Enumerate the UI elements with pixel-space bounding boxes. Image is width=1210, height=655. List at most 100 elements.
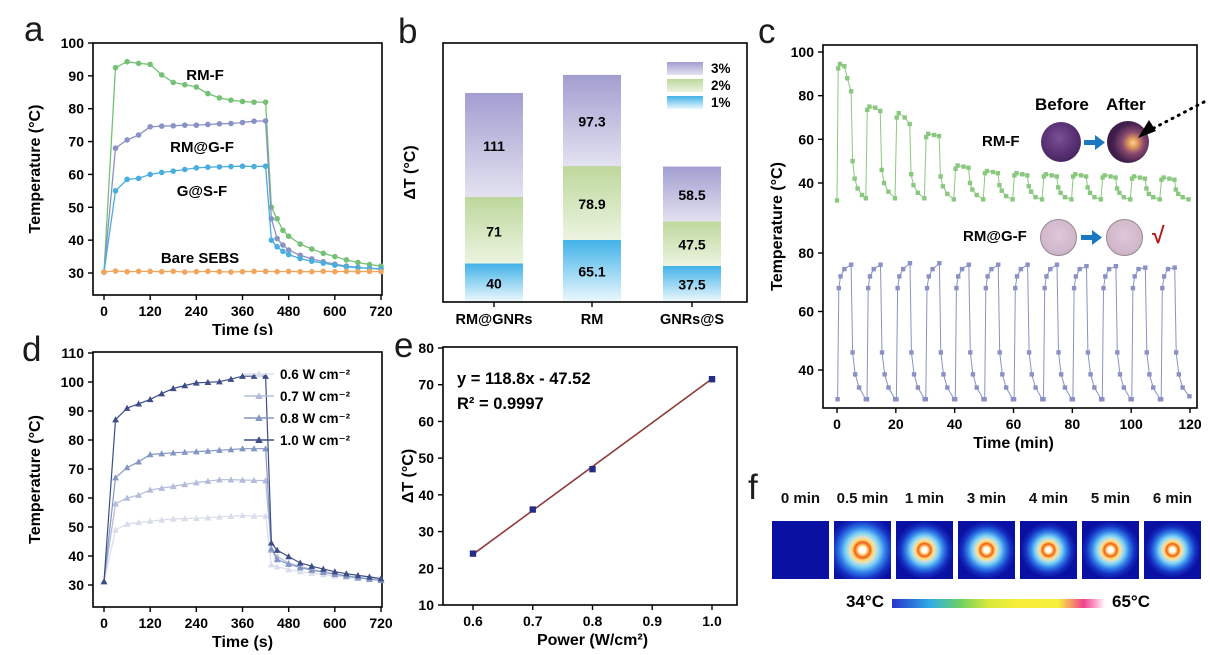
sample-photo-rmgf-after	[1106, 219, 1143, 256]
point-RM-F	[1173, 187, 1179, 192]
point-RM-F	[366, 261, 373, 268]
point-RM@G-F	[835, 397, 840, 402]
point-Bare SEBS	[366, 268, 373, 275]
point-0.8 W cm⁻²	[112, 474, 119, 481]
point-RM@G-F	[251, 118, 257, 124]
svg-text:50: 50	[68, 199, 84, 215]
point-RM-F	[1025, 173, 1030, 178]
svg-text:58.5: 58.5	[678, 187, 705, 203]
point-0.8 W cm⁻²	[216, 446, 223, 453]
legend-swatch	[667, 96, 703, 109]
point-RM-F	[911, 182, 916, 188]
point-RM@G-F	[228, 120, 234, 127]
point-0.7 W cm⁻²	[192, 479, 200, 486]
point-RM-F	[1092, 194, 1097, 200]
point-RM@G-F	[1121, 385, 1127, 390]
arrow-right-icon	[1081, 230, 1102, 245]
bar-segment	[663, 265, 721, 301]
point-RM@G-F	[1151, 385, 1156, 390]
point-RM-F	[984, 168, 990, 174]
svg-text:80: 80	[1065, 416, 1081, 432]
svg-text:RM@GNRs: RM@GNRs	[456, 312, 533, 328]
point-RM@G-F	[985, 274, 990, 279]
point-RM-F	[280, 227, 286, 234]
svg-text:40: 40	[68, 548, 84, 564]
point-0.8 W cm⁻²	[239, 445, 246, 452]
point-1.0 W cm⁻²	[319, 565, 327, 572]
svg-text:40: 40	[68, 232, 84, 248]
point-data	[469, 550, 477, 557]
point-RM-F	[1062, 194, 1068, 200]
point-0.6 W cm⁻²	[227, 512, 235, 519]
point-RM-F	[907, 121, 912, 127]
point-1.0 W cm⁻²	[366, 573, 373, 580]
plot-frame	[442, 346, 738, 606]
panel-letter-f: f	[748, 468, 758, 507]
point-0.8 W cm⁻²	[135, 458, 143, 465]
point-RM@G-F	[1115, 350, 1120, 355]
point-RM@G-F	[1000, 372, 1005, 377]
svg-text:Power (W/cm²): Power (W/cm²)	[537, 632, 648, 649]
point-RM-F	[925, 131, 931, 137]
svg-text:70: 70	[418, 377, 434, 393]
svg-text:0.8 W cm⁻²: 0.8 W cm⁻²	[280, 411, 351, 426]
point-RM-F	[997, 182, 1002, 188]
point-Bare SEBS	[285, 268, 292, 275]
point-Bare SEBS	[124, 268, 130, 275]
point-0.6 W cm⁻²	[169, 515, 177, 522]
point-RM-F	[896, 110, 901, 116]
svg-text:80: 80	[68, 432, 84, 448]
point-Bare SEBS	[343, 268, 350, 275]
point-0.8 W cm⁻²	[285, 560, 293, 567]
point-RM-F	[355, 259, 361, 266]
point-1.0 W cm⁻²	[377, 575, 385, 582]
point-1.0 W cm⁻²	[135, 400, 143, 407]
svg-text:65.1: 65.1	[578, 264, 605, 280]
point-RM-F	[1172, 177, 1177, 182]
svg-text:60: 60	[68, 166, 84, 182]
svg-text:90: 90	[68, 68, 84, 84]
svg-text:80: 80	[418, 340, 434, 356]
point-Bare SEBS	[216, 268, 223, 275]
svg-text:2%: 2%	[711, 78, 731, 93]
point-RM@G-F	[1044, 274, 1049, 279]
svg-text:40: 40	[486, 275, 502, 291]
point-0.6 W cm⁻²	[216, 513, 223, 520]
point-RM@G-F	[894, 397, 899, 402]
panel-letter-a: a	[24, 10, 44, 49]
svg-text:Temperature (°C): Temperature (°C)	[27, 415, 44, 544]
point-0.8 W cm⁻²	[146, 451, 154, 458]
point-RM@G-F	[848, 262, 854, 267]
point-1.0 W cm⁻²	[273, 546, 281, 553]
point-RM@G-F	[926, 274, 931, 279]
svg-text:30: 30	[68, 577, 84, 593]
point-RM@G-F	[1172, 265, 1177, 270]
point-G@S-F	[332, 262, 338, 268]
svg-text:47.5: 47.5	[678, 237, 705, 253]
point-RM-F	[970, 187, 975, 192]
point-RM@G-F	[1129, 397, 1134, 402]
svg-text:480: 480	[277, 615, 301, 631]
point-RM-F	[842, 63, 847, 69]
point-RM-F	[1142, 176, 1148, 181]
plot-frame	[442, 42, 748, 303]
svg-text:100: 100	[61, 374, 85, 390]
point-Bare SEBS	[135, 268, 142, 275]
svg-text:0.6: 0.6	[463, 613, 483, 629]
point-RM@G-F	[865, 285, 871, 291]
svg-text:360: 360	[231, 615, 255, 631]
point-Bare SEBS	[101, 269, 107, 275]
svg-text:97.3: 97.3	[578, 113, 605, 129]
point-RM@G-F	[966, 262, 971, 267]
point-0.7 W cm⁻²	[146, 486, 154, 493]
point-0.6 W cm⁻²	[204, 514, 212, 521]
point-data	[529, 506, 536, 513]
svg-text:0.8: 0.8	[583, 613, 603, 629]
svg-text:3%: 3%	[711, 61, 731, 76]
bar-segment	[563, 74, 621, 167]
point-RM-F	[228, 97, 234, 103]
point-RM@G-F	[280, 242, 286, 248]
svg-text:720: 720	[369, 303, 393, 319]
point-RM-F	[834, 198, 840, 203]
point-RM-F	[1033, 194, 1038, 200]
